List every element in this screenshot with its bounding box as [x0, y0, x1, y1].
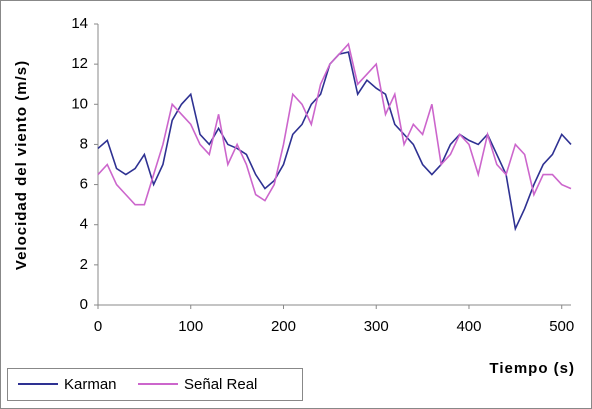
- y-tick-label: 10: [71, 95, 88, 112]
- series-line: [97, 42, 572, 206]
- y-tick-label: 12: [71, 55, 88, 72]
- x-tick-label: 500: [549, 318, 574, 335]
- x-tick-label: 300: [364, 318, 389, 335]
- y-tick-label: 2: [80, 256, 88, 273]
- y-axis-title: Velocidad del viento (m/s): [13, 60, 30, 270]
- x-tick-label: 400: [456, 318, 481, 335]
- x-axis-title: Tiempo (s): [489, 360, 575, 377]
- y-tick-label: 4: [80, 216, 88, 233]
- x-tick-label: 200: [271, 318, 296, 335]
- legend-label: Señal Real: [184, 376, 257, 393]
- y-tick-label: 6: [80, 176, 88, 193]
- y-tick-label: 0: [80, 296, 88, 313]
- legend-label: Karman: [64, 376, 117, 393]
- x-tick-label: 100: [178, 318, 203, 335]
- y-tick-label: 8: [80, 135, 88, 152]
- y-tick-label: 14: [71, 15, 88, 32]
- x-tick-label: 0: [94, 318, 102, 335]
